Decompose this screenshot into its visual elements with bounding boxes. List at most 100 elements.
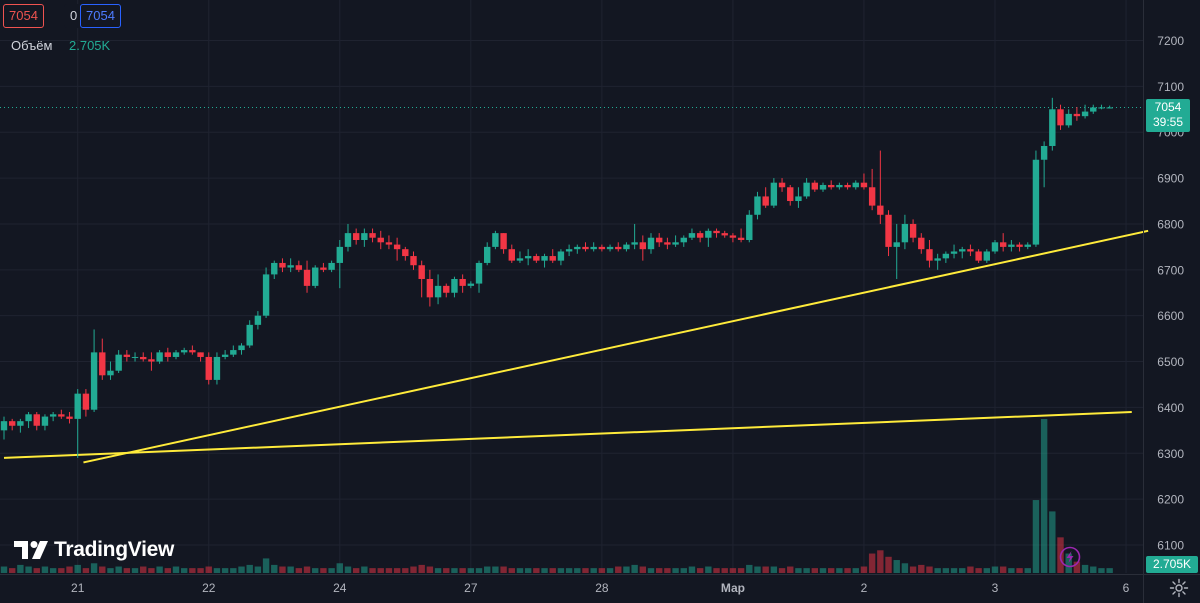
- candle-body: [180, 350, 188, 353]
- trendline[interactable]: [83, 229, 1149, 464]
- volume-bar: [443, 568, 450, 573]
- volume-bar: [66, 566, 73, 573]
- volume-bar: [74, 564, 81, 573]
- candle-body: [860, 182, 868, 188]
- candle-body: [926, 249, 933, 261]
- volume-bar: [1081, 564, 1089, 573]
- price-tick-label: 7200: [1157, 34, 1184, 48]
- price-tick-label: 6400: [1157, 401, 1184, 415]
- time-tick-label: 21: [71, 581, 85, 595]
- candle-body: [836, 184, 843, 188]
- volume-bar: [352, 568, 360, 573]
- candle-body: [877, 205, 884, 215]
- tradingview-logo[interactable]: TradingView: [14, 537, 174, 563]
- volume-bar: [271, 564, 278, 573]
- candle-body: [1065, 113, 1072, 126]
- candle-body: [967, 249, 974, 252]
- candle-body: [934, 258, 941, 261]
- candle-body: [508, 249, 515, 261]
- candle-body: [737, 237, 745, 241]
- candle-body: [0, 421, 8, 431]
- candle-body: [131, 356, 139, 358]
- volume-bar: [631, 564, 638, 573]
- candle-body: [484, 246, 491, 263]
- candle-body: [639, 242, 647, 250]
- volume-bar: [811, 568, 819, 573]
- volume-bar: [467, 568, 475, 573]
- candle-body: [549, 256, 556, 261]
- volume-bar: [164, 568, 171, 573]
- candle-body: [33, 414, 40, 426]
- candle-body: [868, 187, 876, 206]
- volume-bar: [508, 568, 515, 573]
- candle-body: [811, 182, 819, 190]
- ask-badge[interactable]: 7054: [80, 4, 121, 28]
- trendline[interactable]: [3, 410, 1132, 459]
- time-tick-label: 27: [464, 581, 478, 595]
- volume-bar: [950, 568, 958, 573]
- candle-body: [410, 256, 417, 266]
- price-axis-labels[interactable]: 7200710070006900680067006600650064006300…: [1157, 34, 1184, 553]
- candles: [0, 97, 1113, 458]
- volume-bar: [328, 568, 335, 573]
- volume-bar: [574, 568, 581, 573]
- volume-bar: [713, 568, 720, 573]
- gear-icon[interactable]: [1169, 578, 1189, 598]
- volume-bar: [885, 556, 892, 573]
- candle-body: [66, 416, 73, 419]
- candle-body: [312, 267, 319, 286]
- candle-body: [25, 414, 32, 422]
- candle-body: [287, 265, 294, 268]
- volume-bar: [795, 568, 802, 573]
- lightning-icon[interactable]: [1059, 546, 1081, 568]
- volume-bar: [131, 568, 139, 573]
- volume-bar: [230, 568, 237, 573]
- volume-bar: [99, 566, 106, 573]
- volume-bar: [516, 568, 524, 573]
- volume-bar: [426, 566, 434, 573]
- volume-bar: [582, 568, 589, 573]
- candle-body: [688, 233, 696, 238]
- candle-body: [475, 262, 483, 284]
- volume-bar: [492, 566, 499, 573]
- volume-bar: [312, 568, 319, 573]
- volume-bar: [606, 568, 614, 573]
- volume-bar: [1049, 511, 1056, 573]
- volume-bar: [287, 566, 294, 573]
- candle-body: [590, 246, 597, 250]
- candle-body: [909, 223, 917, 238]
- price-axis-divider: [1143, 0, 1144, 603]
- volume-bar: [1024, 568, 1031, 573]
- candle-body: [426, 278, 434, 298]
- candle-body: [844, 184, 851, 188]
- grid-lines: [0, 0, 1143, 573]
- volume-bar: [189, 568, 196, 573]
- volume-bar: [500, 566, 507, 573]
- candle-body: [115, 354, 122, 371]
- volume-bar: [696, 568, 704, 573]
- volume-bar: [238, 566, 245, 573]
- volume-bar: [82, 568, 90, 573]
- price-tick-label: 7100: [1157, 80, 1184, 94]
- volume-bar: [909, 566, 917, 573]
- candle-body: [762, 196, 769, 206]
- price-tick-label: 6100: [1157, 539, 1184, 553]
- time-axis-labels[interactable]: 21 22 24 27 28 Мар 2 3 6: [71, 581, 1130, 595]
- candle-body: [172, 352, 180, 357]
- candle-body: [721, 233, 728, 236]
- candle-body: [754, 196, 761, 215]
- candle-body: [795, 196, 802, 202]
- candle-body: [827, 184, 835, 188]
- price-tick-label: 6700: [1157, 263, 1184, 277]
- volume-bar: [721, 568, 728, 573]
- candle-body: [541, 256, 548, 261]
- candle-body: [991, 242, 999, 252]
- bid-badge[interactable]: 7054: [3, 4, 44, 28]
- volume-bar: [320, 568, 327, 573]
- price-tick-label: 6300: [1157, 447, 1184, 461]
- volume-bar: [688, 566, 696, 573]
- candle-body: [221, 354, 229, 357]
- trendlines[interactable]: [3, 229, 1149, 464]
- candle-body: [598, 246, 606, 250]
